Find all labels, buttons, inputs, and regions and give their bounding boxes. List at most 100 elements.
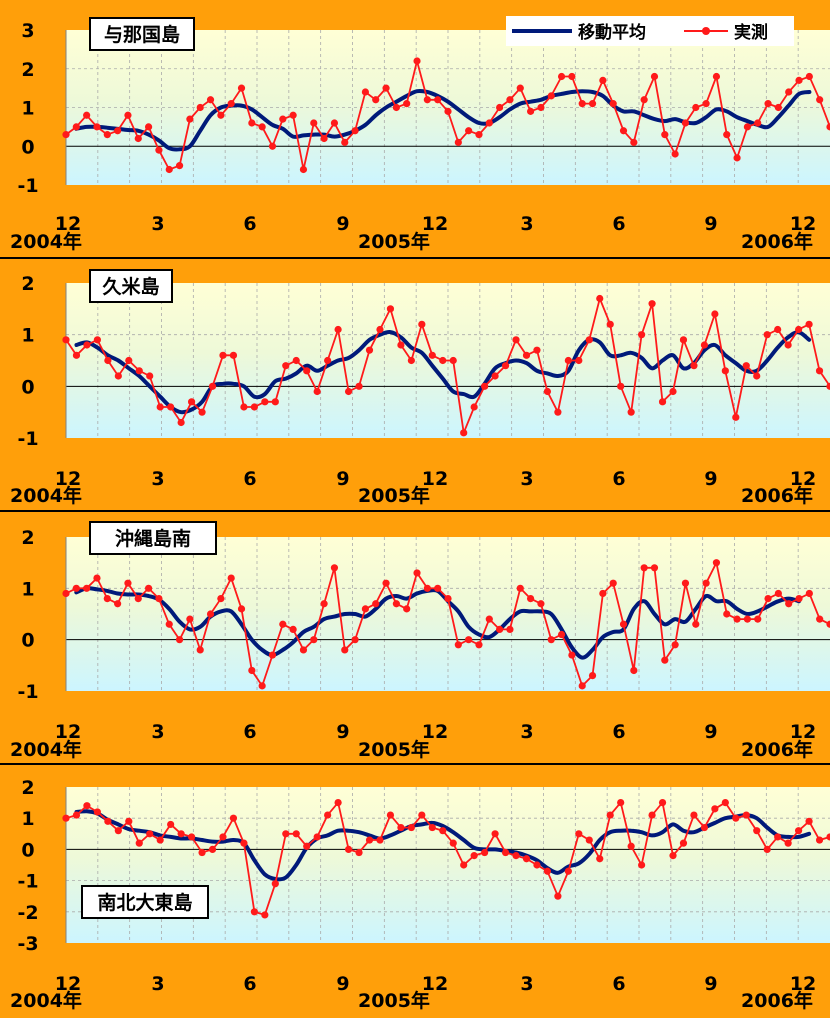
data-point-observed: [805, 589, 813, 598]
data-point-observed: [334, 325, 342, 334]
data-point-observed: [186, 115, 194, 123]
data-point-observed: [124, 111, 132, 119]
data-point-observed: [165, 165, 173, 174]
y-tick-label: 0: [21, 136, 34, 158]
data-point-observed: [376, 836, 384, 844]
data-point-observed: [289, 111, 297, 119]
data-point-observed: [175, 162, 184, 170]
data-point-observed: [439, 827, 447, 835]
y-tick-label: 1: [21, 808, 34, 830]
data-point-observed: [403, 605, 411, 613]
data-point-observed: [470, 852, 478, 860]
data-point-observed: [355, 382, 363, 390]
year-label: 2004年: [10, 738, 82, 761]
data-point-observed: [658, 398, 667, 406]
data-point-observed: [397, 341, 405, 349]
data-point-observed: [742, 811, 750, 819]
data-point-observed: [261, 398, 269, 406]
data-point-observed: [617, 382, 625, 390]
data-point-observed: [310, 636, 318, 644]
data-point-observed: [146, 830, 154, 838]
data-point-observed: [372, 600, 380, 608]
data-point-observed: [229, 814, 238, 822]
data-point-observed: [397, 823, 405, 832]
data-point-observed: [155, 595, 163, 603]
data-point-observed: [501, 362, 510, 370]
y-tick-label: -1: [17, 175, 38, 197]
x-tick-label: 12: [55, 468, 81, 490]
x-tick-label: 12: [55, 973, 81, 995]
data-point-observed: [72, 811, 81, 819]
x-tick-label: 9: [336, 973, 349, 995]
data-point-observed: [114, 372, 122, 380]
data-point-observed: [313, 833, 321, 841]
data-point-observed: [784, 341, 792, 349]
panel-title-box: [89, 17, 195, 51]
data-point-observed: [681, 579, 690, 587]
data-point-observed: [661, 131, 669, 139]
data-point-observed: [392, 103, 400, 112]
data-point-observed: [627, 842, 635, 850]
data-point-observed: [407, 356, 415, 365]
data-point-observed: [72, 351, 81, 359]
data-point-observed: [784, 839, 792, 847]
data-point-observed: [103, 131, 111, 139]
data-point-observed: [723, 131, 731, 139]
data-point-observed: [816, 615, 824, 623]
data-point-observed: [599, 589, 607, 598]
data-point-observed: [268, 142, 277, 150]
data-point-observed: [638, 331, 646, 339]
data-point-observed: [516, 84, 524, 92]
data-point-observed: [125, 356, 133, 365]
x-tick-label: 6: [612, 468, 625, 490]
data-point-observed: [187, 398, 196, 406]
x-tick-label: 12: [422, 721, 448, 743]
data-point-observed: [330, 119, 339, 127]
data-point-observed: [341, 646, 349, 654]
data-point-observed: [588, 672, 597, 680]
data-point-observed: [344, 845, 353, 854]
data-point-observed: [575, 830, 583, 838]
data-point-observed: [732, 413, 740, 421]
panel-title: 与那国島: [104, 23, 180, 46]
data-point-observed: [418, 811, 426, 819]
data-point-observed: [320, 600, 328, 608]
data-point-observed: [537, 600, 545, 608]
data-point-observed: [198, 848, 206, 857]
data-point-observed: [679, 839, 688, 847]
data-point-observed: [135, 839, 143, 847]
x-tick-label: 12: [422, 468, 448, 490]
data-point-observed: [62, 336, 70, 344]
data-point-observed: [303, 842, 311, 850]
x-tick-label: 3: [520, 468, 533, 490]
year-label: 2006年: [741, 230, 813, 253]
year-label: 2006年: [741, 738, 813, 761]
data-point-observed: [733, 154, 741, 162]
data-point-observed: [512, 852, 520, 860]
data-point-observed: [299, 165, 308, 174]
data-point-observed: [372, 96, 380, 104]
data-point-observed: [475, 641, 483, 649]
panel-title: 久米島: [102, 275, 159, 298]
data-point-observed: [376, 325, 384, 334]
data-point-observed: [341, 138, 349, 146]
data-point-observed: [196, 646, 204, 654]
data-point-observed: [248, 666, 256, 675]
data-point-observed: [439, 356, 447, 365]
data-point-observed: [640, 96, 648, 104]
year-label: 2004年: [10, 484, 82, 507]
data-point-observed: [93, 123, 101, 131]
data-point-observed: [219, 833, 227, 841]
data-point-observed: [208, 382, 217, 390]
data-point-observed: [361, 88, 370, 96]
data-point-observed: [403, 100, 411, 108]
data-point-observed: [167, 820, 175, 829]
data-point-observed: [774, 103, 782, 112]
data-point-observed: [617, 799, 625, 807]
data-point-observed: [578, 100, 586, 108]
data-point-observed: [454, 641, 462, 649]
data-point-observed: [753, 372, 761, 380]
y-tick-label: 1: [21, 325, 34, 347]
data-point-observed: [568, 72, 576, 81]
